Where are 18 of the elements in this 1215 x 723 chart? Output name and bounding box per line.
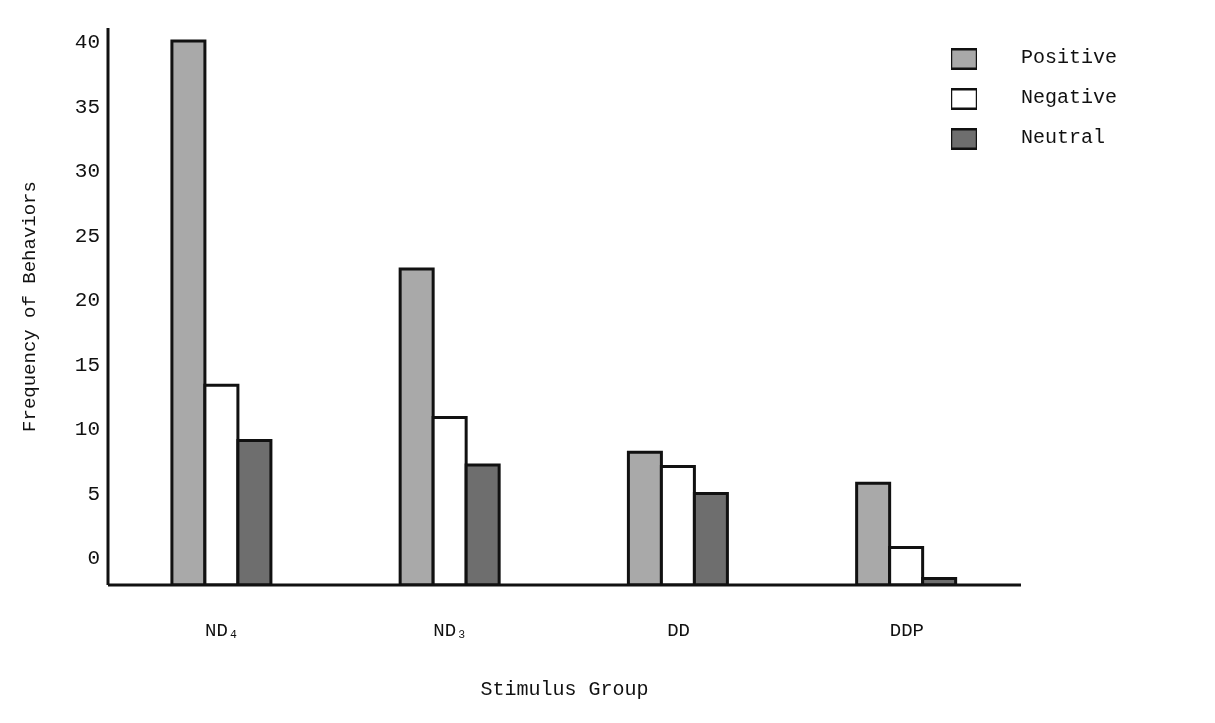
y-tick-label: 25 bbox=[74, 224, 100, 248]
legend-label: Negative bbox=[1020, 86, 1117, 109]
x-tick-label: ND₄ bbox=[205, 620, 240, 643]
y-tick-label: 5 bbox=[87, 482, 100, 506]
x-axis-title: Stimulus Group bbox=[480, 678, 649, 701]
y-tick-label: 15 bbox=[74, 353, 100, 377]
y-tick-label: 30 bbox=[74, 160, 100, 184]
y-tick-label: 35 bbox=[74, 95, 100, 119]
y-tick-label: 10 bbox=[74, 418, 100, 442]
x-tick-label: DDP bbox=[889, 620, 924, 643]
x-tick-label: DD bbox=[667, 620, 691, 643]
legend-label: Positive bbox=[1020, 46, 1117, 69]
y-tick-label: 20 bbox=[74, 289, 100, 313]
y-axis-title: Frequency of Behaviors bbox=[18, 181, 41, 432]
x-tick-label: ND₃ bbox=[433, 620, 468, 643]
legend-label: Neutral bbox=[1020, 126, 1105, 149]
y-tick-label: 0 bbox=[87, 547, 100, 571]
y-tick-label: 40 bbox=[74, 31, 100, 55]
